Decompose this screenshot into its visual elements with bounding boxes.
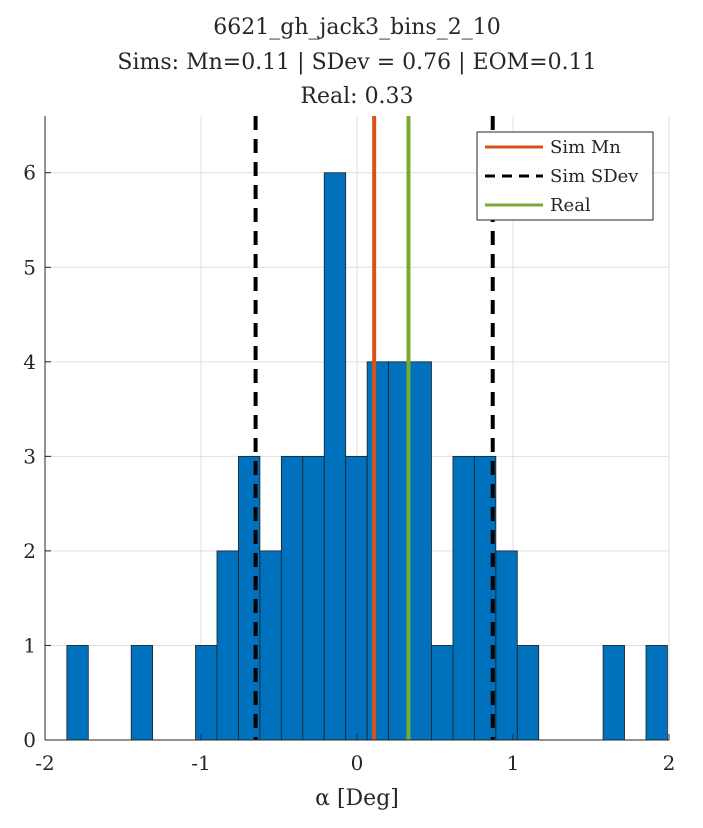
y-tick-label-6: 6 bbox=[23, 161, 36, 185]
histogram-bar-18 bbox=[453, 456, 474, 740]
x-tick-label-0: -2 bbox=[35, 751, 54, 775]
histogram-bar-16 bbox=[410, 362, 431, 740]
histogram-bar-20 bbox=[496, 551, 517, 740]
histogram-bar-6 bbox=[196, 645, 217, 740]
chart-title-line-2: Sims: Mn=0.11 | SDev = 0.76 | EOM=0.11 bbox=[117, 50, 596, 75]
legend-label-0: Sim Mn bbox=[550, 137, 621, 158]
legend-label-1: Sim SDev bbox=[550, 166, 639, 187]
y-tick-label-4: 4 bbox=[23, 350, 36, 374]
y-tick-label-1: 1 bbox=[23, 633, 36, 657]
histogram-bar-12 bbox=[324, 173, 345, 740]
histogram-bar-10 bbox=[281, 456, 302, 740]
histogram-bar-3 bbox=[131, 645, 152, 740]
chart-title-line-1: 6621_gh_jack3_bins_2_10 bbox=[213, 15, 500, 40]
legend-label-2: Real bbox=[550, 195, 591, 216]
histogram-bar-0 bbox=[67, 645, 88, 740]
y-tick-label-5: 5 bbox=[23, 255, 36, 279]
histogram-bar-9 bbox=[260, 551, 281, 740]
histogram-bar-7 bbox=[217, 551, 238, 740]
histogram-bar-14 bbox=[367, 362, 388, 740]
y-tick-label-2: 2 bbox=[23, 539, 36, 563]
histogram-bar-21 bbox=[517, 645, 538, 740]
x-tick-label-1: -1 bbox=[191, 751, 210, 775]
legend: Sim Mn Sim SDev Real bbox=[477, 132, 653, 220]
histogram-bar-27 bbox=[646, 645, 667, 740]
y-tick-label-3: 3 bbox=[23, 444, 36, 468]
x-tick-label-2: 0 bbox=[351, 751, 364, 775]
x-tick-label-4: 2 bbox=[663, 751, 676, 775]
y-tick-label-0: 0 bbox=[23, 728, 36, 752]
histogram-bar-25 bbox=[603, 645, 624, 740]
x-axis-label: α [Deg] bbox=[315, 786, 399, 811]
chart-title-line-3: Real: 0.33 bbox=[300, 84, 413, 109]
histogram-bar-13 bbox=[346, 456, 367, 740]
histogram-bar-17 bbox=[431, 645, 452, 740]
histogram-bar-11 bbox=[303, 456, 324, 740]
x-tick-label-3: 1 bbox=[507, 751, 520, 775]
